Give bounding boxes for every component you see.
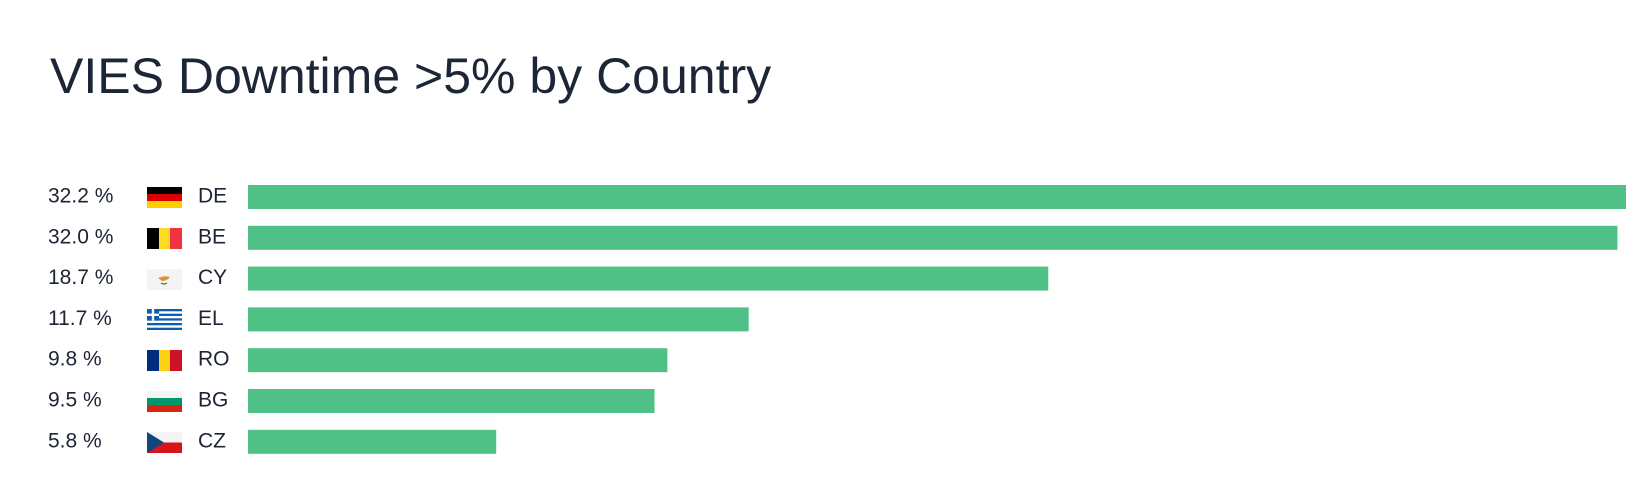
value-label: 5.8 % xyxy=(48,429,102,452)
category-label: DE xyxy=(198,185,227,208)
flag xyxy=(147,187,182,208)
value-label: 9.8 % xyxy=(48,348,102,371)
flag xyxy=(147,228,182,249)
bar xyxy=(248,389,655,413)
bar xyxy=(248,266,1049,291)
value-label: 9.5 % xyxy=(48,389,102,412)
category-label: CY xyxy=(198,266,227,289)
category-label: RO xyxy=(198,348,230,371)
category-label: EL xyxy=(198,307,224,330)
flag xyxy=(147,432,182,453)
value-label: 32.2 % xyxy=(48,185,113,208)
chart-title: VIES Downtime >5% by Country xyxy=(50,48,771,104)
value-label: 32.0 % xyxy=(48,225,113,248)
value-label: 11.7 % xyxy=(48,307,112,330)
flag xyxy=(147,309,182,330)
bar xyxy=(248,429,497,454)
bar xyxy=(248,307,749,332)
flag xyxy=(147,269,182,290)
bar xyxy=(248,348,668,373)
category-label: CZ xyxy=(198,429,226,452)
category-label: BG xyxy=(198,389,228,412)
flag xyxy=(147,350,182,371)
flags xyxy=(147,187,182,453)
value-label: 18.7 % xyxy=(48,266,113,289)
bar xyxy=(248,185,1626,209)
bar xyxy=(248,225,1618,250)
flag xyxy=(147,391,182,412)
category-label: BE xyxy=(198,225,226,248)
